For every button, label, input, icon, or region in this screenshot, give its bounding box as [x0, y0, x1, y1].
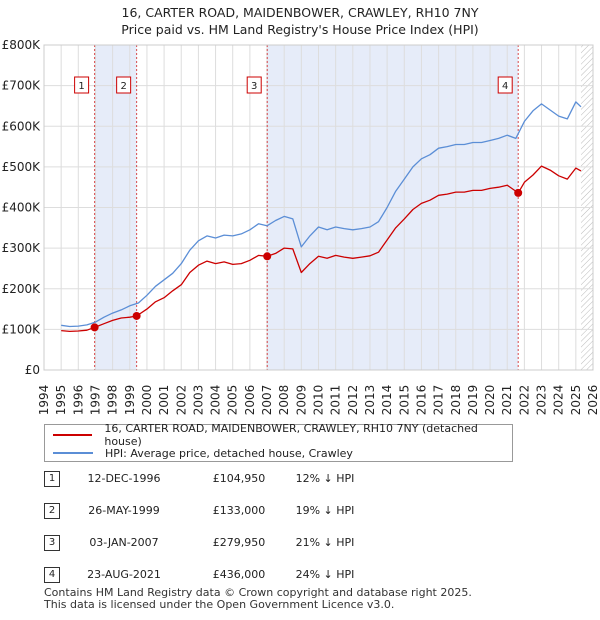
y-tick-label: £300K	[2, 241, 42, 255]
transaction-marker-box	[116, 76, 132, 94]
x-tick-label: 2021	[500, 385, 514, 416]
x-tick-label: 2008	[277, 385, 291, 416]
x-tick-label: 2025	[569, 385, 583, 416]
transaction-number: 2	[44, 503, 60, 519]
y-tick-label: £0	[25, 363, 40, 377]
footer-line1: Contains HM Land Registry data © Crown c…	[44, 586, 472, 599]
x-tick-label: 2011	[329, 385, 343, 416]
plot-frame	[43, 44, 594, 371]
x-tick-label: 2020	[483, 385, 497, 416]
y-tick-label: £500K	[2, 160, 42, 174]
transaction-number: 3	[44, 535, 60, 551]
transaction-marker: 1	[74, 76, 90, 94]
x-tick-label: 2013	[363, 385, 377, 416]
x-tick-label: 2007	[260, 385, 274, 416]
x-tick-label: 2022	[517, 385, 531, 416]
chart-title: 16, CARTER ROAD, MAIDENBOWER, CRAWLEY, R…	[0, 4, 600, 38]
legend-swatch-hpi	[53, 452, 93, 454]
x-tick-label: 1995	[54, 385, 68, 416]
transaction-marker-label: 1	[78, 81, 84, 92]
transaction-marker-label: 3	[251, 81, 257, 92]
transaction-marker-label: 2	[120, 81, 126, 92]
x-tick-label: 1996	[71, 385, 85, 416]
transaction-hpi-diff: 21% ↓ HPI	[295, 536, 355, 549]
x-tick-label: 2012	[346, 385, 360, 416]
transaction-marker: 2	[116, 76, 132, 94]
transaction-date: 23-AUG-2021	[87, 568, 161, 581]
transaction-hpi-diff: 12% ↓ HPI	[295, 472, 355, 485]
table-row: 1 12-DEC-1996 £104,950 12% ↓ HPI	[44, 471, 464, 491]
x-tick-label: 2003	[191, 385, 205, 416]
x-tick-label: 2002	[174, 385, 188, 416]
x-tick-label: 2019	[466, 385, 480, 416]
y-tick-label: £700K	[2, 79, 42, 93]
x-tick-label: 2006	[243, 385, 257, 416]
transaction-date: 03-JAN-2007	[89, 536, 159, 549]
chart-title-line2: Price paid vs. HM Land Registry's House …	[121, 22, 479, 37]
footer-line2: This data is licensed under the Open Gov…	[44, 598, 395, 611]
table-row: 3 03-JAN-2007 £279,950 21% ↓ HPI	[44, 535, 464, 555]
x-tick-label: 1997	[88, 385, 102, 416]
transaction-price: £133,000	[212, 504, 266, 517]
transaction-number: 1	[44, 471, 60, 487]
property-price-line	[61, 165, 582, 333]
x-tick-label: 2026	[586, 385, 600, 416]
transaction-date: 12-DEC-1996	[87, 472, 161, 485]
legend-item-property: 16, CARTER ROAD, MAIDENBOWER, CRAWLEY, R…	[53, 422, 512, 448]
y-tick-label: £600K	[2, 119, 42, 133]
legend-label-property: 16, CARTER ROAD, MAIDENBOWER, CRAWLEY, R…	[104, 422, 478, 448]
chart-area: 1 2 3 4 £0 £100K £200K £300K £400K £500K £600K £70…	[2, 38, 600, 416]
table-row: 4 23-AUG-2021 £436,000 24% ↓ HPI	[44, 567, 464, 587]
y-tick-label: £100K	[2, 322, 42, 336]
x-tick-label: 1998	[106, 385, 120, 416]
transaction-price: £279,950	[212, 536, 266, 549]
x-tick-label: 2017	[432, 385, 446, 416]
transaction-marker-box	[497, 76, 513, 94]
transaction-date: 26-MAY-1999	[88, 504, 160, 517]
transaction-marker: 4	[497, 76, 513, 94]
transaction-point	[263, 252, 272, 261]
transaction-price: £436,000	[212, 568, 266, 581]
y-tick-label: £800K	[2, 38, 42, 52]
x-tick-label: 2023	[535, 385, 549, 416]
x-tick-label: 1999	[123, 385, 137, 416]
transaction-marker-box	[74, 76, 90, 94]
x-tick-label: 2001	[157, 385, 171, 416]
chart-title-line1: 16, CARTER ROAD, MAIDENBOWER, CRAWLEY, R…	[121, 5, 479, 20]
transaction-point	[90, 323, 99, 332]
transaction-point	[514, 188, 523, 197]
x-tick-label: 2004	[209, 385, 223, 416]
x-tick-label: 2010	[312, 385, 326, 416]
transaction-price: £104,950	[212, 472, 266, 485]
hpi-line	[61, 101, 582, 328]
transaction-hpi-diff: 19% ↓ HPI	[295, 504, 355, 517]
x-tick-label: 2005	[226, 385, 240, 416]
footer: Contains HM Land Registry data © Crown c…	[44, 587, 472, 611]
legend: 16, CARTER ROAD, MAIDENBOWER, CRAWLEY, R…	[44, 422, 513, 462]
y-tick-label: £400K	[2, 201, 42, 215]
x-tick-label: 2014	[380, 385, 394, 416]
table-row: 2 26-MAY-1999 £133,000 19% ↓ HPI	[44, 503, 464, 523]
legend-item-hpi: HPI: Average price, detached house, Craw…	[53, 444, 353, 462]
x-tick-label: 2016	[414, 385, 428, 416]
transaction-number: 4	[44, 567, 60, 583]
transaction-marker: 3	[246, 76, 262, 94]
legend-label-hpi: HPI: Average price, detached house, Craw…	[105, 446, 353, 460]
transaction-marker-label: 4	[502, 81, 508, 92]
x-tick-label: 2015	[397, 385, 411, 416]
transaction-hpi-diff: 24% ↓ HPI	[295, 568, 355, 581]
legend-swatch-property	[53, 434, 93, 436]
x-tick-label: 2018	[449, 385, 463, 416]
x-tick-label: 2009	[294, 385, 308, 416]
y-tick-label: £200K	[2, 282, 42, 296]
x-tick-label: 2024	[552, 385, 566, 416]
transaction-point	[132, 311, 141, 320]
transaction-marker-box	[246, 76, 262, 94]
x-tick-label: 1994	[37, 385, 51, 416]
x-tick-label: 2000	[140, 385, 154, 416]
